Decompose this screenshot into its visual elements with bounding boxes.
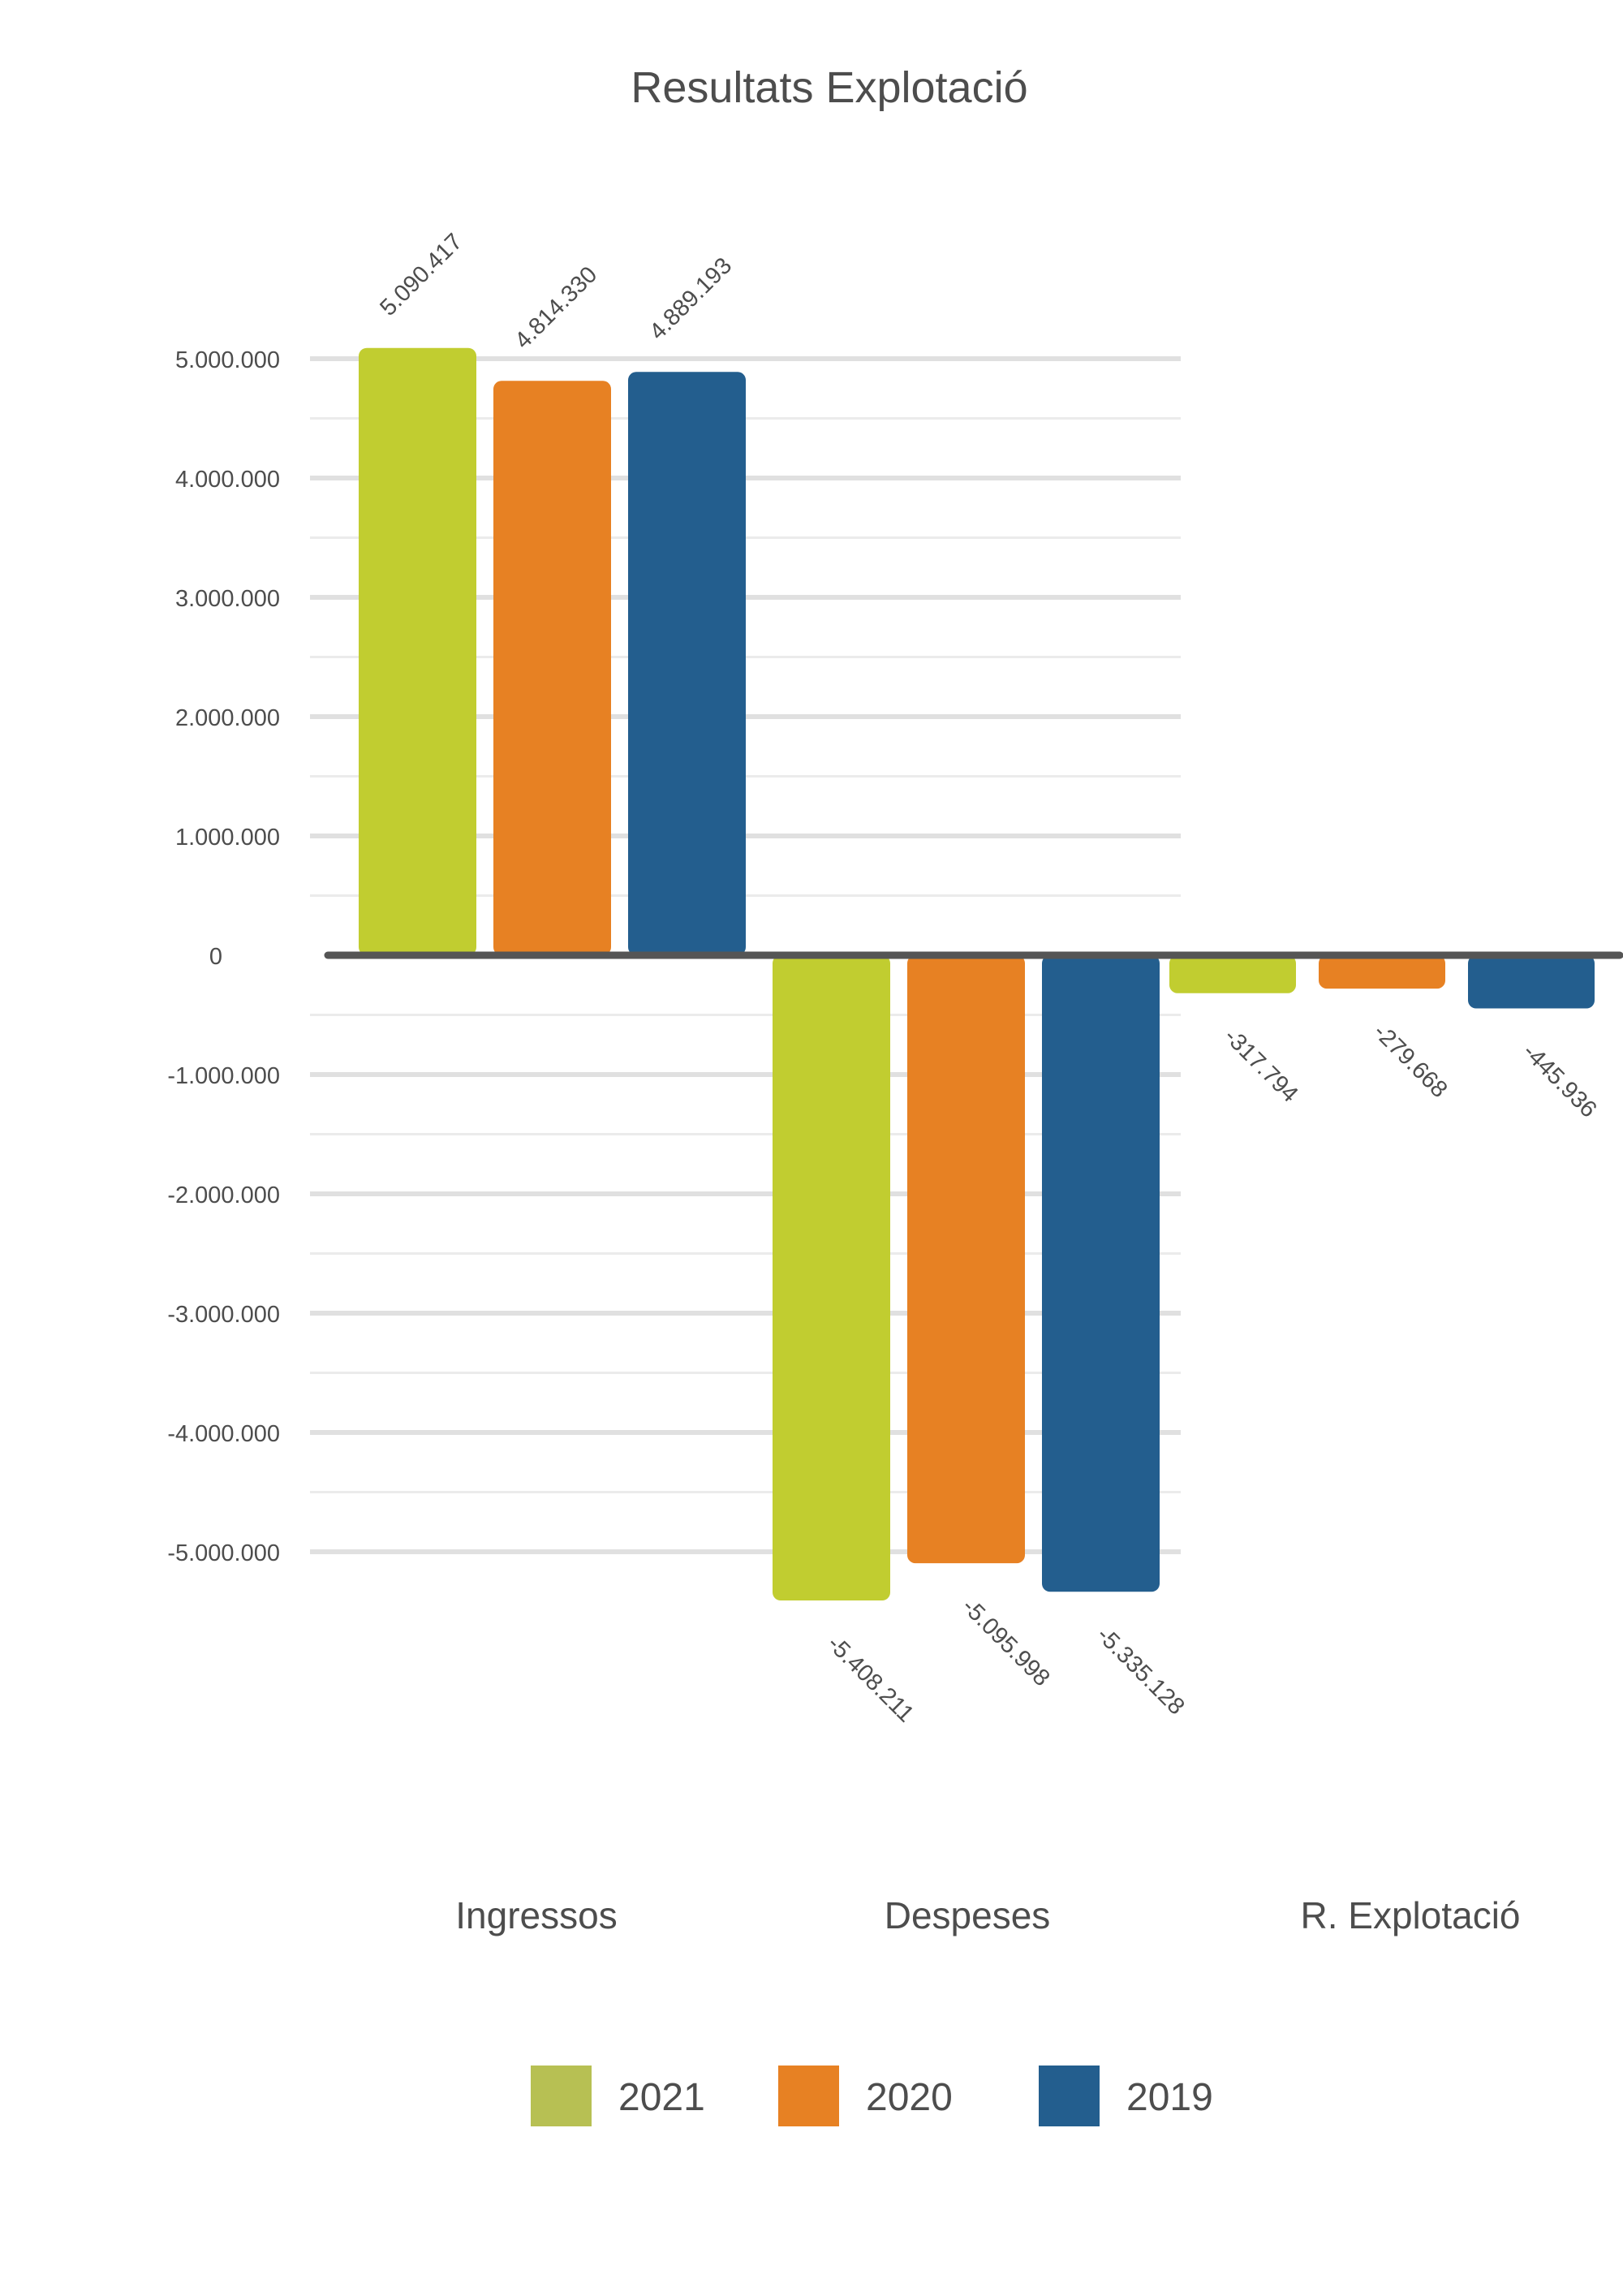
y-tick-label: 5.000.000 (175, 347, 280, 373)
bar-2020-2 (1319, 955, 1445, 989)
x-axis-category-labels: Ingressos Despeses R. Explotació (455, 1894, 1520, 1936)
y-tick-label: 3.000.000 (175, 586, 280, 612)
y-tick-label: -4.000.000 (167, 1421, 280, 1447)
bars (359, 347, 1595, 1601)
data-label: -279.668 (1368, 1019, 1453, 1103)
bar-2020-1 (907, 955, 1025, 1564)
y-tick-label: 4.000.000 (175, 467, 280, 493)
bar-2019-1 (1042, 955, 1160, 1592)
legend-swatch-2019 (1039, 2066, 1100, 2126)
chart-title: Resultats Explotació (631, 63, 1027, 112)
legend-label: 2021 (618, 2076, 705, 2119)
legend: 2021 2020 2019 (531, 2066, 1213, 2126)
category-label: R. Explotació (1300, 1894, 1520, 1936)
bar-2021-1 (773, 955, 890, 1601)
data-label: 4.814.330 (510, 261, 602, 354)
category-label: Ingressos (455, 1894, 617, 1936)
y-tick-label: -2.000.000 (167, 1182, 280, 1208)
y-tick-label: 1.000.000 (175, 825, 280, 851)
bar-2019-0 (628, 372, 746, 955)
y-tick-label: -1.000.000 (167, 1063, 280, 1089)
data-label: 5.090.417 (375, 229, 467, 321)
data-label: 4.889.193 (644, 252, 737, 345)
legend-label: 2019 (1126, 2076, 1213, 2119)
y-tick-label: 0 (209, 944, 222, 970)
legend-swatch-2021 (531, 2066, 592, 2126)
data-label: -317.794 (1219, 1023, 1303, 1108)
y-tick-label: 2.000.000 (175, 705, 280, 731)
legend-swatch-2020 (778, 2066, 839, 2126)
data-label: -5.335.128 (1091, 1622, 1190, 1721)
y-axis-tick-labels: 5.000.000 4.000.000 3.000.000 2.000.000 1.00… (167, 347, 280, 1566)
data-label: -5.095.998 (957, 1593, 1055, 1691)
bar-2020-0 (493, 381, 611, 956)
y-tick-label: -3.000.000 (167, 1302, 280, 1328)
y-tick-label: -5.000.000 (167, 1540, 280, 1566)
bar-2021-2 (1169, 955, 1296, 993)
legend-label: 2020 (866, 2076, 953, 2119)
bar-2021-0 (359, 347, 476, 955)
data-label: -5.408.211 (822, 1630, 919, 1727)
data-label: -445.936 (1518, 1039, 1602, 1123)
bar-2019-2 (1468, 955, 1595, 1009)
category-label: Despeses (885, 1894, 1051, 1936)
